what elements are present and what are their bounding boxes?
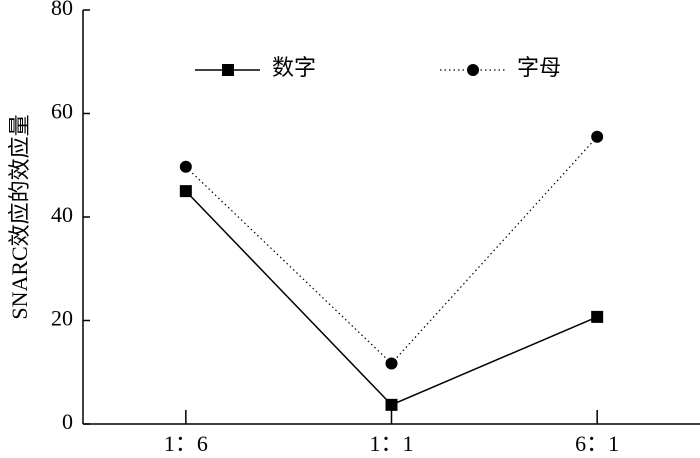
data-point xyxy=(591,310,604,323)
y-tick-label: 40 xyxy=(51,202,73,227)
legend-marker xyxy=(467,64,479,76)
y-axis-label: SNARC效应的效应量 xyxy=(7,114,32,319)
series-line xyxy=(185,136,598,365)
legend-label: 字母 xyxy=(517,55,561,80)
series-line xyxy=(185,190,598,406)
x-tick-label: 1：6 xyxy=(164,431,208,456)
y-tick-label: 20 xyxy=(51,306,73,331)
data-point xyxy=(385,357,398,370)
data-point xyxy=(385,398,398,411)
x-tick-label: 1：1 xyxy=(369,431,413,456)
data-point xyxy=(591,130,604,143)
legend-label: 数字 xyxy=(272,55,316,80)
x-tick-label: 6：1 xyxy=(575,431,619,456)
y-tick-label: 0 xyxy=(62,409,73,434)
y-tick-label: 80 xyxy=(51,0,73,20)
data-point xyxy=(179,185,192,198)
legend-marker xyxy=(222,64,234,76)
data-point xyxy=(179,160,192,173)
y-tick-label: 60 xyxy=(51,99,73,124)
